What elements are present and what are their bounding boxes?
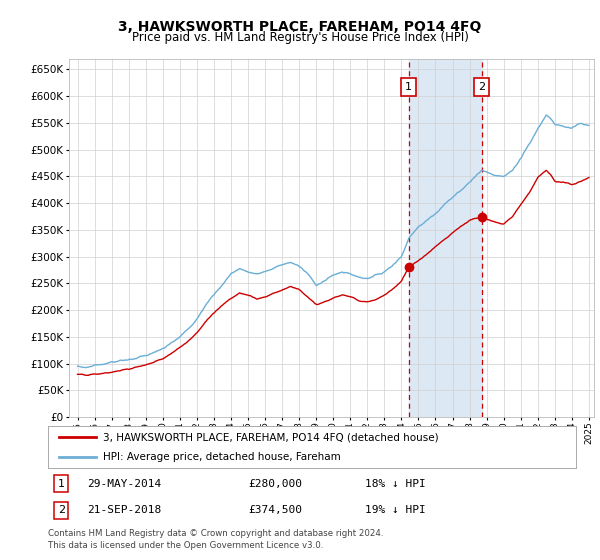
Text: 2: 2 — [478, 82, 485, 92]
Text: £280,000: £280,000 — [248, 479, 302, 489]
Text: Price paid vs. HM Land Registry's House Price Index (HPI): Price paid vs. HM Land Registry's House … — [131, 31, 469, 44]
Text: HPI: Average price, detached house, Fareham: HPI: Average price, detached house, Fare… — [103, 452, 341, 462]
Text: 3, HAWKSWORTH PLACE, FAREHAM, PO14 4FQ: 3, HAWKSWORTH PLACE, FAREHAM, PO14 4FQ — [118, 20, 482, 34]
Text: 18% ↓ HPI: 18% ↓ HPI — [365, 479, 425, 489]
Text: 3, HAWKSWORTH PLACE, FAREHAM, PO14 4FQ (detached house): 3, HAWKSWORTH PLACE, FAREHAM, PO14 4FQ (… — [103, 432, 439, 442]
Text: 1: 1 — [405, 82, 412, 92]
Text: 2: 2 — [58, 505, 65, 515]
Text: 21-SEP-2018: 21-SEP-2018 — [88, 505, 162, 515]
Text: 19% ↓ HPI: 19% ↓ HPI — [365, 505, 425, 515]
Text: £374,500: £374,500 — [248, 505, 302, 515]
Text: 29-MAY-2014: 29-MAY-2014 — [88, 479, 162, 489]
Text: 1: 1 — [58, 479, 65, 489]
Text: Contains HM Land Registry data © Crown copyright and database right 2024.
This d: Contains HM Land Registry data © Crown c… — [48, 529, 383, 550]
Bar — [409, 59, 482, 417]
